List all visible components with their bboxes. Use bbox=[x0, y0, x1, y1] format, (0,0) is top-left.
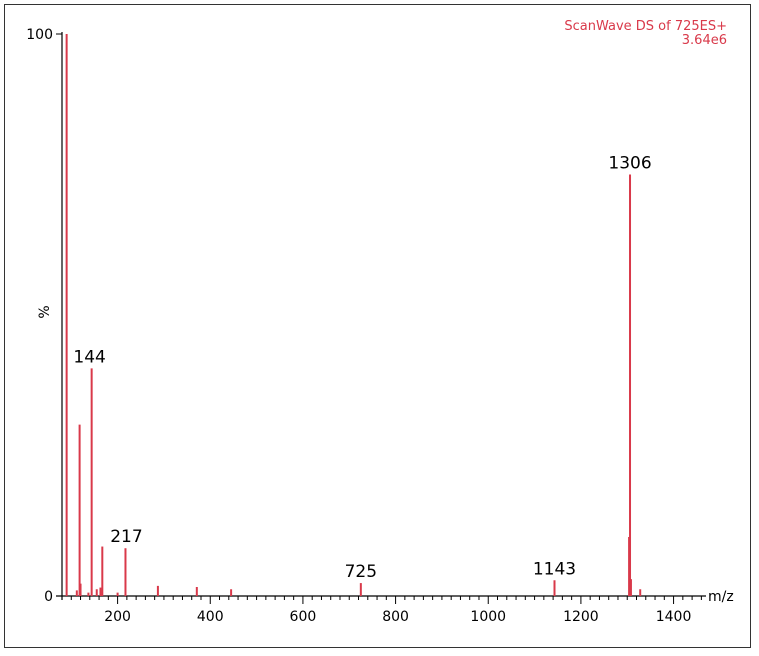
x-tick-label: 200 bbox=[104, 609, 131, 625]
peak-label: 1143 bbox=[533, 559, 576, 579]
peak-label: 144 bbox=[73, 347, 105, 367]
x-tick-label: 1200 bbox=[563, 609, 599, 625]
x-tick-label: 400 bbox=[197, 609, 224, 625]
y-axis-label: % bbox=[37, 305, 53, 318]
scan-header-line2: 3.64e6 bbox=[681, 33, 727, 48]
peak-label: 1306 bbox=[608, 154, 651, 174]
x-tick-label: 1000 bbox=[470, 609, 506, 625]
scan-header: ScanWave DS of 725ES+ 3.64e6 bbox=[564, 20, 727, 48]
peak-label: 725 bbox=[345, 562, 377, 582]
x-tick-label: 800 bbox=[382, 609, 409, 625]
y-tick-label: 100 bbox=[26, 27, 53, 43]
x-axis-label: m/z bbox=[708, 589, 734, 605]
x-tick-label: 1400 bbox=[656, 609, 692, 625]
x-tick-label: 600 bbox=[290, 609, 317, 625]
y-tick-label: 0 bbox=[44, 589, 53, 605]
peak-label: 217 bbox=[110, 527, 142, 547]
chart-frame bbox=[4, 4, 751, 648]
scan-header-line1: ScanWave DS of 725ES+ bbox=[564, 19, 727, 34]
